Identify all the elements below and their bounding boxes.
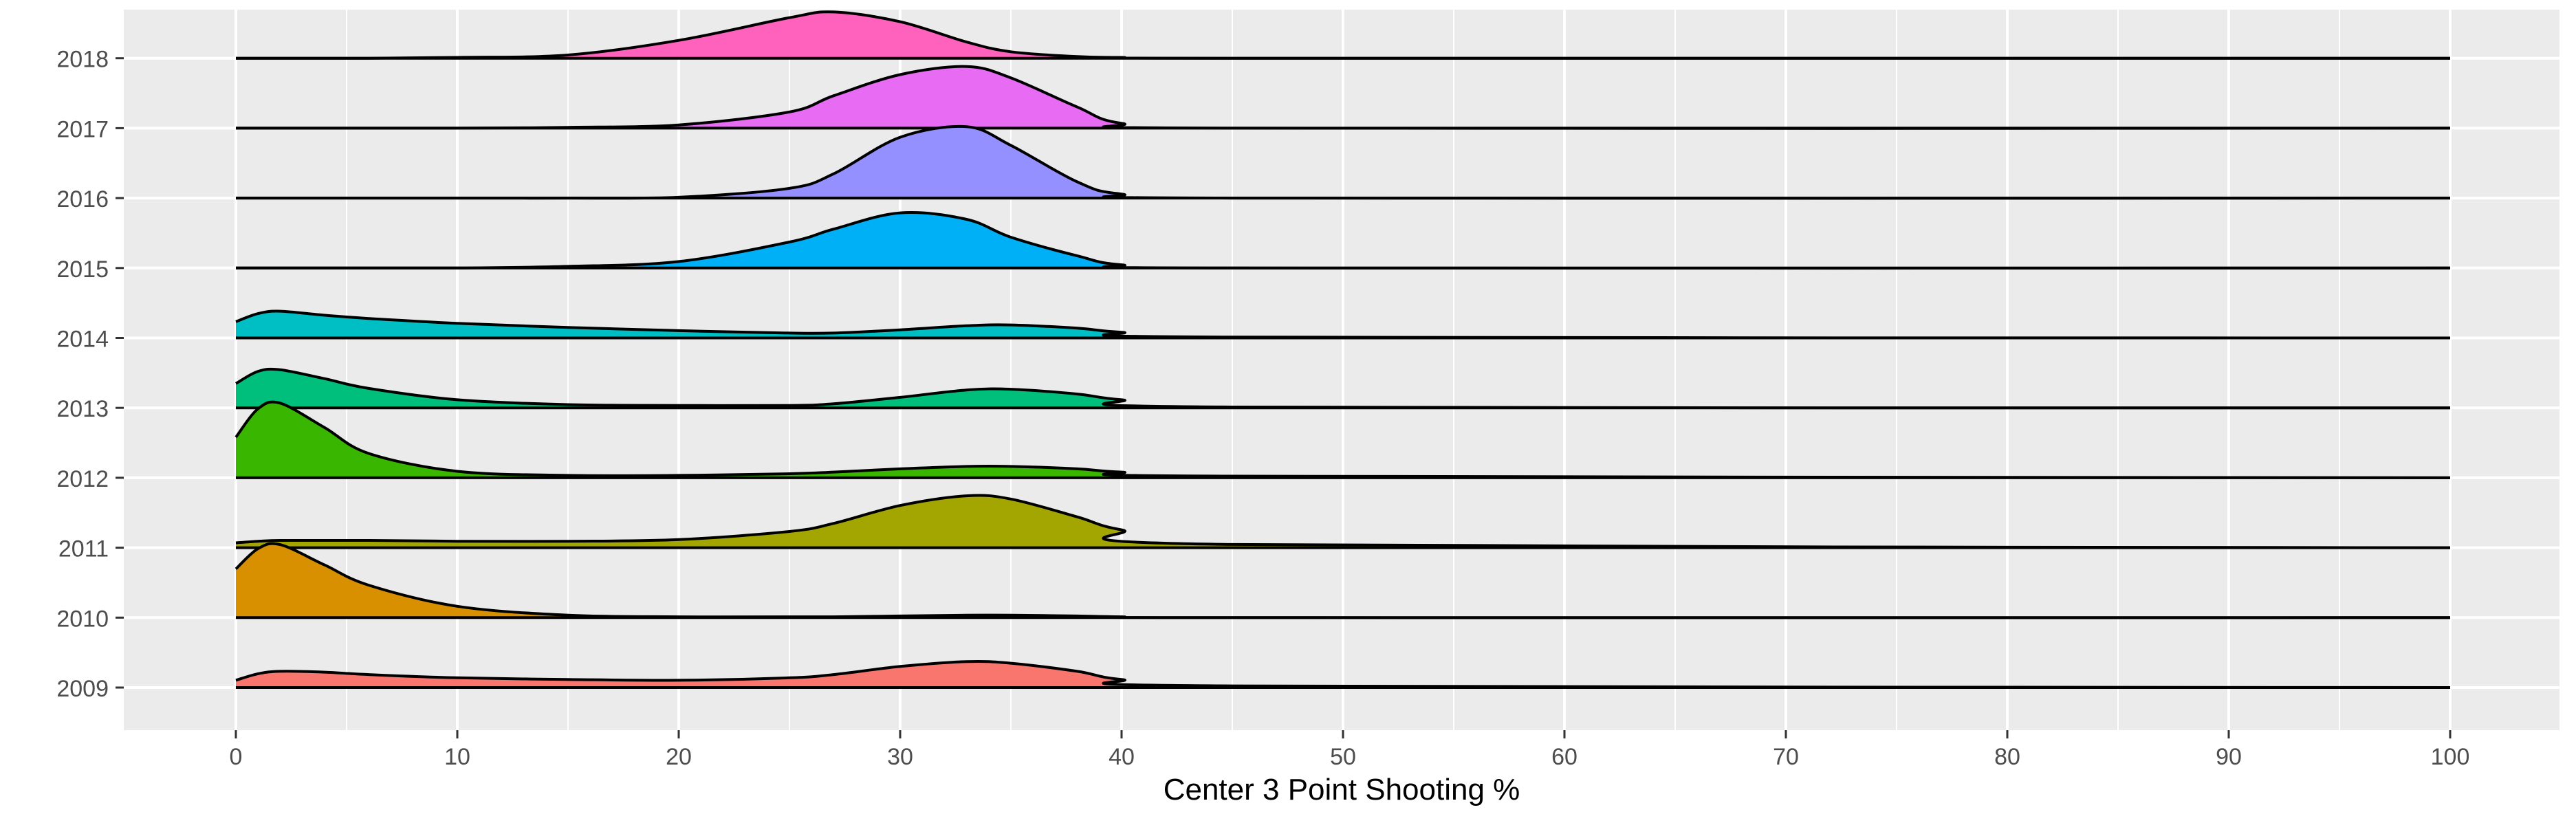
ridge-2018 <box>236 10 2451 60</box>
ridge-2017 <box>236 65 2451 130</box>
ridge-outline <box>235 494 2451 549</box>
ridge-fill <box>236 661 2450 688</box>
ridge-2010 <box>234 542 2451 619</box>
ridge-2009 <box>235 659 2451 689</box>
ridge-fill <box>236 543 2450 618</box>
ridge-fill <box>236 369 2450 408</box>
density-ridges <box>234 10 2451 689</box>
ridge-2011 <box>235 494 2451 549</box>
ridge-fill <box>236 12 2450 58</box>
y-tick-label: 2012 <box>56 466 109 492</box>
y-tick-label: 2017 <box>56 116 109 142</box>
y-tick-label: 2018 <box>56 47 109 73</box>
y-tick-label: 2009 <box>56 676 109 702</box>
x-tick-label: 90 <box>2216 744 2242 770</box>
x-tick-label: 0 <box>230 744 243 770</box>
x-tick-label: 10 <box>444 744 470 770</box>
ridge-fill <box>236 495 2450 548</box>
y-tick-label: 2014 <box>56 327 109 353</box>
x-tick-label: 20 <box>666 744 692 770</box>
ridge-fill <box>236 212 2450 269</box>
y-tick-label: 2016 <box>56 186 109 212</box>
y-tick-label: 2011 <box>58 536 109 562</box>
x-tick-label: 70 <box>1773 744 1799 770</box>
y-tick-label: 2013 <box>56 396 109 422</box>
ridge-2014 <box>235 309 2451 340</box>
ridge-2012 <box>234 400 2451 479</box>
ridge-fill <box>236 311 2450 338</box>
y-tick-label: 2015 <box>56 256 109 283</box>
ridge-2013 <box>235 367 2451 410</box>
x-tick-label: 60 <box>1551 744 1578 770</box>
x-tick-label: 50 <box>1330 744 1356 770</box>
x-axis: 0 10 20 30 40 50 60 70 80 90 100 <box>230 730 2470 770</box>
x-tick-label: 40 <box>1109 744 1135 770</box>
ridge-2016 <box>235 124 2451 200</box>
x-tick-label: 30 <box>887 744 913 770</box>
ridge-2015 <box>236 211 2451 270</box>
x-tick-label: 80 <box>1994 744 2020 770</box>
x-axis-title: Center 3 Point Shooting % <box>1164 773 1520 806</box>
y-axis: 2009 2010 2011 2012 2013 2014 2015 2016 2017 2018 <box>56 47 124 702</box>
y-tick-label: 2010 <box>56 606 109 632</box>
ridge-outline <box>234 400 2451 479</box>
x-tick-label: 100 <box>2431 744 2470 770</box>
